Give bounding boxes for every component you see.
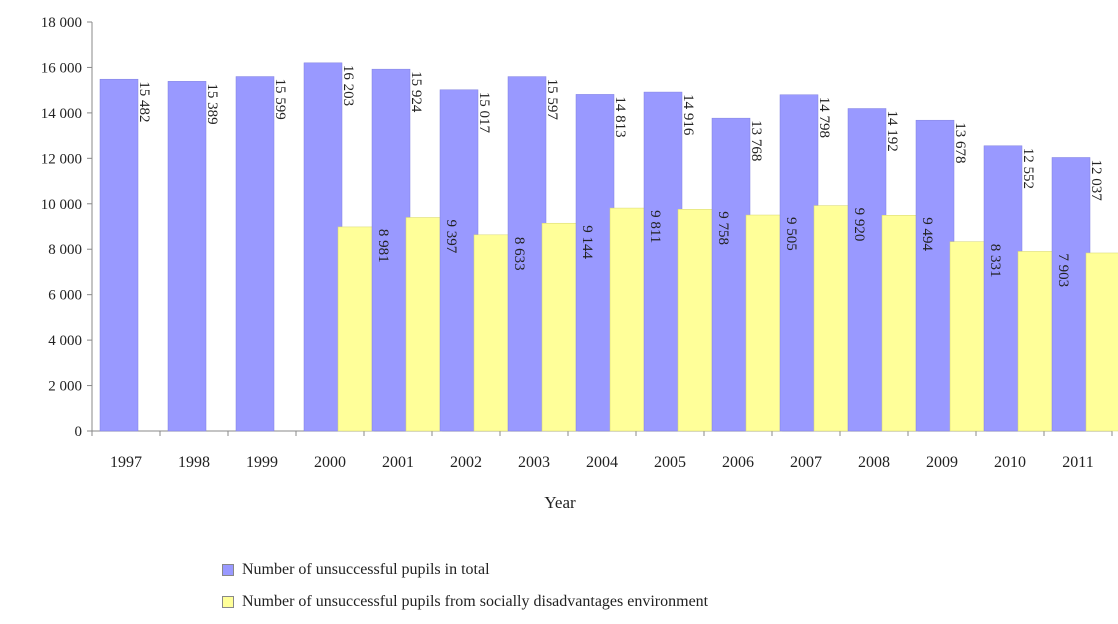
bar-total <box>643 91 683 432</box>
data-label-disadvantaged: 9 758 <box>715 211 731 245</box>
legend-label-disadvantaged: Number of unsuccessful pupils from socia… <box>242 593 709 610</box>
x-tick-label: 2008 <box>858 454 890 471</box>
bar-disadvantaged <box>609 207 647 432</box>
bar-total <box>983 145 1023 432</box>
data-label-disadvantaged: 9 920 <box>851 208 867 242</box>
data-label-total: 14 192 <box>884 111 900 152</box>
x-tick-label: 2011 <box>1062 454 1093 471</box>
bar-disadvantaged <box>813 205 851 432</box>
y-tick-label: 16 000 <box>41 60 82 76</box>
x-tick-label: 2000 <box>314 454 346 471</box>
legend-label-total: Number of unsuccessful pupils in total <box>242 561 490 578</box>
x-axis-label: Year <box>544 493 576 512</box>
bar-total <box>99 78 139 432</box>
x-tick-label: 1998 <box>178 454 210 471</box>
y-tick-label: 0 <box>75 424 83 440</box>
bar-disadvantaged <box>1085 252 1118 432</box>
data-label-total: 14 813 <box>612 96 628 137</box>
bar-total <box>847 108 887 432</box>
data-label-total: 13 768 <box>748 120 764 161</box>
x-tick-label: 2007 <box>790 454 822 471</box>
data-label-total: 15 482 <box>136 81 152 122</box>
data-label-total: 15 924 <box>408 71 424 113</box>
x-tick-label: 2006 <box>722 454 754 471</box>
data-label-disadvantaged: 9 397 <box>443 219 459 253</box>
data-label-disadvantaged: 7 903 <box>1055 253 1071 287</box>
bar-total <box>371 68 411 432</box>
data-label-disadvantaged: 8 633 <box>511 237 527 271</box>
x-tick-label: 2004 <box>586 454 618 471</box>
data-label-total: 15 017 <box>476 92 492 134</box>
y-tick-label: 8 000 <box>48 242 82 258</box>
bar-total <box>779 94 819 432</box>
bar-disadvantaged <box>473 234 511 432</box>
x-tick-label: 2010 <box>994 454 1026 471</box>
y-tick-label: 12 000 <box>41 151 82 167</box>
y-tick-label: 10 000 <box>41 197 82 213</box>
legend-item-disadvantaged: Number of unsuccessful pupils from socia… <box>222 592 708 612</box>
bar-total <box>711 117 751 432</box>
data-label-total: 13 678 <box>952 122 968 163</box>
bar-total <box>167 81 207 432</box>
tick-labels: 0 2 000 4 000 6 000 8 000 10 000 12 000 14 000 1… <box>41 15 1094 471</box>
x-tick-label: 1997 <box>110 454 142 471</box>
data-label-disadvantaged: 9 144 <box>579 225 595 259</box>
data-label-disadvantaged: 8 981 <box>375 229 391 263</box>
data-label-total: 15 599 <box>272 79 288 120</box>
data-label-disadvantaged: 8 331 <box>987 244 1003 278</box>
bar-total <box>235 76 275 432</box>
data-label-disadvantaged: 9 811 <box>647 210 663 243</box>
bar-total <box>303 62 343 432</box>
data-label-total: 16 203 <box>340 65 356 106</box>
data-label-total: 12 552 <box>1020 148 1036 189</box>
bar-total <box>915 119 955 432</box>
x-tick-label: 2003 <box>518 454 550 471</box>
data-label-disadvantaged: 9 505 <box>783 217 799 251</box>
bar-disadvantaged <box>1017 251 1055 432</box>
data-label-total: 14 798 <box>816 97 832 138</box>
y-tick-label: 2 000 <box>48 379 82 395</box>
bar-total <box>439 89 479 432</box>
data-label-total: 12 037 <box>1088 159 1104 201</box>
legend: Number of unsuccessful pupils in total N… <box>222 560 708 624</box>
bar-total <box>1051 157 1091 432</box>
x-tick-label: 2009 <box>926 454 958 471</box>
data-labels: 15 482 15 389 15 599 16 203 8 981 15 924 9 397… <box>136 65 1104 287</box>
bar-disadvantaged <box>745 214 783 432</box>
bar-disadvantaged <box>337 226 375 432</box>
legend-item-total: Number of unsuccessful pupils in total <box>222 560 708 580</box>
bar-total <box>507 76 547 432</box>
y-tick-label: 6 000 <box>48 288 82 304</box>
y-tick-label: 18 000 <box>41 15 82 31</box>
bar-disadvantaged <box>677 209 715 432</box>
x-tick-label: 2001 <box>382 454 414 471</box>
bar-disadvantaged <box>405 217 443 432</box>
bars <box>99 62 1118 432</box>
bar-disadvantaged <box>881 215 919 432</box>
x-tick-label: 2005 <box>654 454 686 471</box>
legend-swatch-total <box>222 564 234 576</box>
y-tick-label: 14 000 <box>41 106 82 122</box>
x-tick-label: 1999 <box>246 454 278 471</box>
bar-disadvantaged <box>541 222 579 432</box>
bar-total <box>575 94 615 432</box>
x-tick-label: 2002 <box>450 454 482 471</box>
bar-disadvantaged <box>949 241 987 432</box>
legend-swatch-disadvantaged <box>222 596 234 608</box>
data-label-total: 15 389 <box>204 83 220 124</box>
y-tick-label: 4 000 <box>48 333 82 349</box>
data-label-total: 15 597 <box>544 79 560 121</box>
data-label-total: 14 916 <box>680 94 696 136</box>
data-label-disadvantaged: 9 494 <box>919 217 935 251</box>
